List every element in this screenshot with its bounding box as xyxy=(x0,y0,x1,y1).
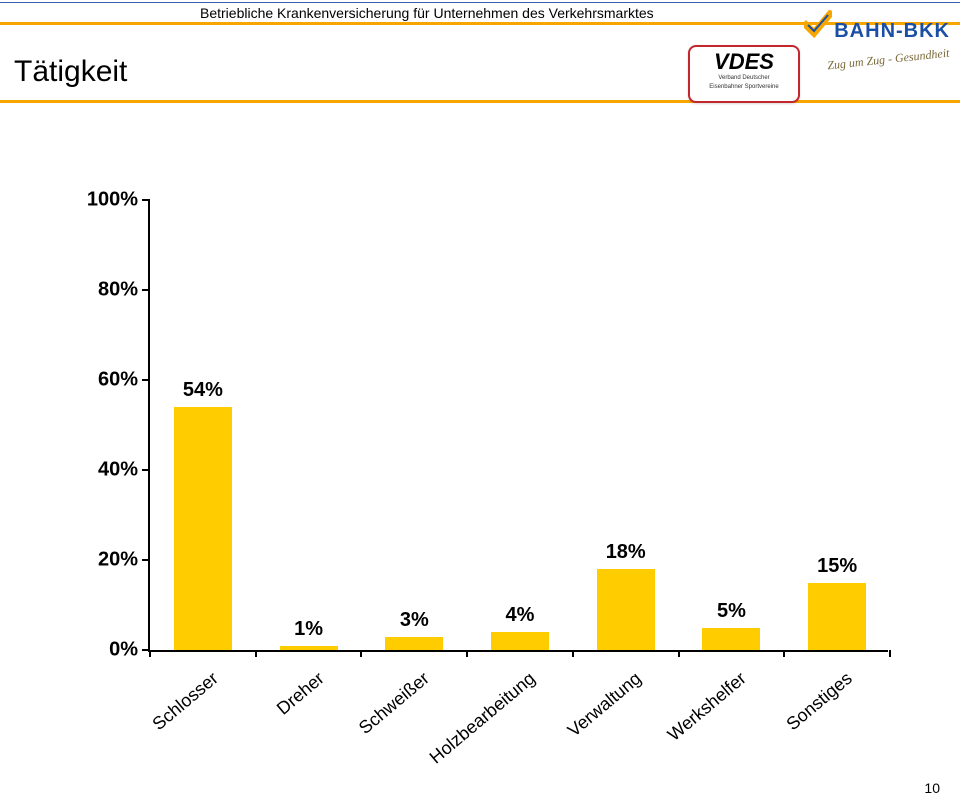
category-label: Sonstiges xyxy=(783,668,857,735)
y-tick-label: 0% xyxy=(78,639,138,662)
vdes-logo-sub1: Verband Deutscher xyxy=(690,75,798,82)
x-tick xyxy=(149,650,151,657)
x-tick xyxy=(255,650,257,657)
bar-chart: 0%20%40%60%80%100%54%Schlosser1%Dreher3%… xyxy=(90,200,890,650)
category-label: Werkshelfer xyxy=(664,668,751,746)
slide-page: Betriebliche Krankenversicherung für Unt… xyxy=(0,0,960,806)
bar-value-label: 4% xyxy=(506,604,535,627)
y-tick xyxy=(142,469,150,471)
x-tick xyxy=(783,650,785,657)
y-tick-label: 100% xyxy=(78,189,138,212)
bar-value-label: 5% xyxy=(717,600,746,623)
bar xyxy=(174,407,232,650)
bar xyxy=(491,632,549,650)
y-axis xyxy=(148,200,150,652)
category-label: Verwaltung xyxy=(563,668,645,741)
bar xyxy=(597,569,655,650)
x-tick xyxy=(572,650,574,657)
category-label: Schlosser xyxy=(148,668,222,735)
bar-value-label: 18% xyxy=(606,541,646,564)
page-number: 10 xyxy=(924,780,940,796)
y-tick xyxy=(142,559,150,561)
x-tick xyxy=(466,650,468,657)
category-label: Schweißer xyxy=(355,668,434,739)
header-rule-blue xyxy=(0,2,960,3)
bar-value-label: 15% xyxy=(817,555,857,578)
y-tick-label: 20% xyxy=(78,549,138,572)
bar xyxy=(280,646,338,651)
x-axis xyxy=(148,650,888,652)
y-tick-label: 80% xyxy=(78,279,138,302)
vdes-logo: VDES Verband Deutscher Eisenbahner Sport… xyxy=(688,45,800,103)
y-tick-label: 40% xyxy=(78,459,138,482)
vdes-logo-main: VDES xyxy=(690,51,798,73)
header-banner-text: Betriebliche Krankenversicherung für Unt… xyxy=(200,5,654,21)
vdes-logo-sub2: Eisenbahner Sportvereine xyxy=(690,84,798,91)
bar xyxy=(702,628,760,651)
y-tick xyxy=(142,289,150,291)
y-tick-label: 60% xyxy=(78,369,138,392)
check-icon xyxy=(804,10,832,38)
x-tick xyxy=(678,650,680,657)
x-tick xyxy=(360,650,362,657)
y-tick xyxy=(142,379,150,381)
category-label: Dreher xyxy=(272,668,328,719)
bar-value-label: 3% xyxy=(400,609,429,632)
page-title: Tätigkeit xyxy=(14,55,127,89)
bar-value-label: 1% xyxy=(294,618,323,641)
category-label: Holzbearbeitung xyxy=(426,668,540,768)
y-tick xyxy=(142,199,150,201)
brand-logo-text: BAHN-BKK xyxy=(834,20,950,43)
bar xyxy=(385,637,443,651)
logo-area: BAHN-BKK Zug um Zug - Gesundheit VDES Ve… xyxy=(700,10,950,110)
brand-tagline: Zug um Zug - Gesundheit xyxy=(827,46,951,74)
bar-value-label: 54% xyxy=(183,379,223,402)
bar xyxy=(808,583,866,651)
x-tick xyxy=(889,650,891,657)
